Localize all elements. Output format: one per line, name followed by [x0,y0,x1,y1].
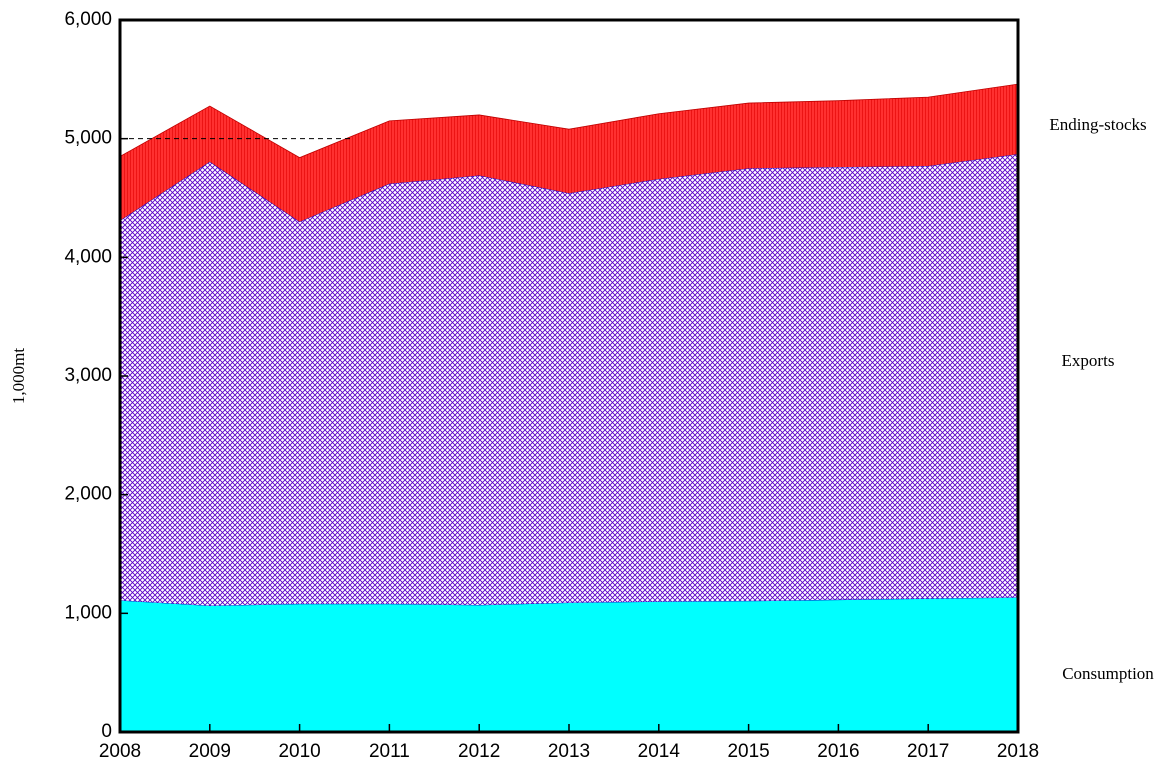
y-tick-label: 0 [101,721,112,742]
area [120,84,1018,222]
x-tick-label: 2014 [638,741,681,762]
x-tick-label: 2016 [817,741,859,762]
x-tick-label: 2015 [727,741,769,762]
x-tick-label: 2009 [189,741,231,762]
x-tick-label: 2018 [997,741,1039,762]
x-tick-label: 2017 [907,741,949,762]
y-tick-label: 6,000 [64,9,112,30]
x-tick-label: 2008 [99,741,141,762]
area-edge [119,83,1019,159]
area [120,597,1018,732]
x-tick-label: 2013 [548,741,590,762]
y-tick-label: 2,000 [64,484,112,505]
x-tick-label: 2010 [278,741,320,762]
y-tick-label: 3,000 [64,365,112,386]
legend-label: Ending-stocks [1049,115,1146,134]
x-tick-label: 2012 [458,741,500,762]
area [120,154,1018,606]
y-tick-label: 4,000 [64,246,112,267]
y-tick-label: 5,000 [64,128,112,149]
y-axis-label: 1,000mt [9,348,28,404]
legend-label: Exports [1062,351,1115,370]
legend-label: Consumption [1062,664,1154,683]
x-tick-label: 2011 [369,741,410,762]
y-tick-label: 1,000 [64,602,112,623]
